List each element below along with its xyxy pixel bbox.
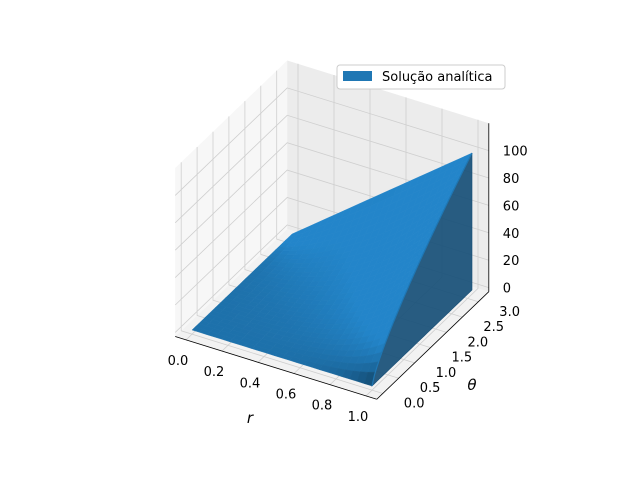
r-axis-line (175, 336, 377, 400)
grid-line-z (174, 87, 489, 196)
left-pane (175, 60, 288, 337)
grid-line-theta (180, 162, 383, 394)
theta-tick-label: 0.5 (420, 381, 441, 396)
grid-line-r (365, 119, 479, 397)
theta-tick-label: 0.0 (404, 397, 425, 412)
theta-axis-line (376, 291, 490, 400)
z-tick-label: 80 (503, 172, 520, 187)
surface-edge-r1 (371, 152, 473, 387)
z-tick-label: 20 (503, 254, 520, 269)
grid-line-z (174, 114, 489, 224)
y-axis-label: θ (467, 376, 476, 394)
z-tick-label: 60 (503, 199, 520, 214)
z-tick-label: 40 (503, 227, 520, 242)
r-tick-label: 0.0 (168, 354, 189, 369)
surface-series (191, 152, 473, 387)
theta-tick-label: 1.0 (436, 366, 457, 381)
legend-label: Solução analítica (382, 70, 492, 85)
r-tick-label: 1.0 (348, 410, 369, 425)
axis-lines (175, 123, 490, 400)
r-tick-label: 0.6 (276, 388, 297, 403)
theta-tick-label: 2.0 (468, 335, 489, 350)
z-tick-label: 0 (503, 282, 511, 297)
r-tick-label: 0.2 (204, 365, 225, 380)
tick-labels: 0.00.20.40.60.81.00.00.51.01.52.02.53.00… (168, 145, 528, 425)
legend-frame (336, 64, 506, 90)
x-axis-label: r (247, 409, 254, 427)
r-tick-label: 0.4 (240, 376, 261, 391)
theta-tick-label: 1.5 (452, 351, 473, 366)
legend: Solução analítica (336, 64, 506, 90)
theta-tick-label: 2.5 (483, 320, 504, 335)
legend-swatch (343, 71, 372, 81)
z-tick-label: 100 (503, 145, 528, 160)
theta-tick-label: 3.0 (499, 305, 520, 320)
r-tick-label: 0.8 (312, 399, 333, 414)
